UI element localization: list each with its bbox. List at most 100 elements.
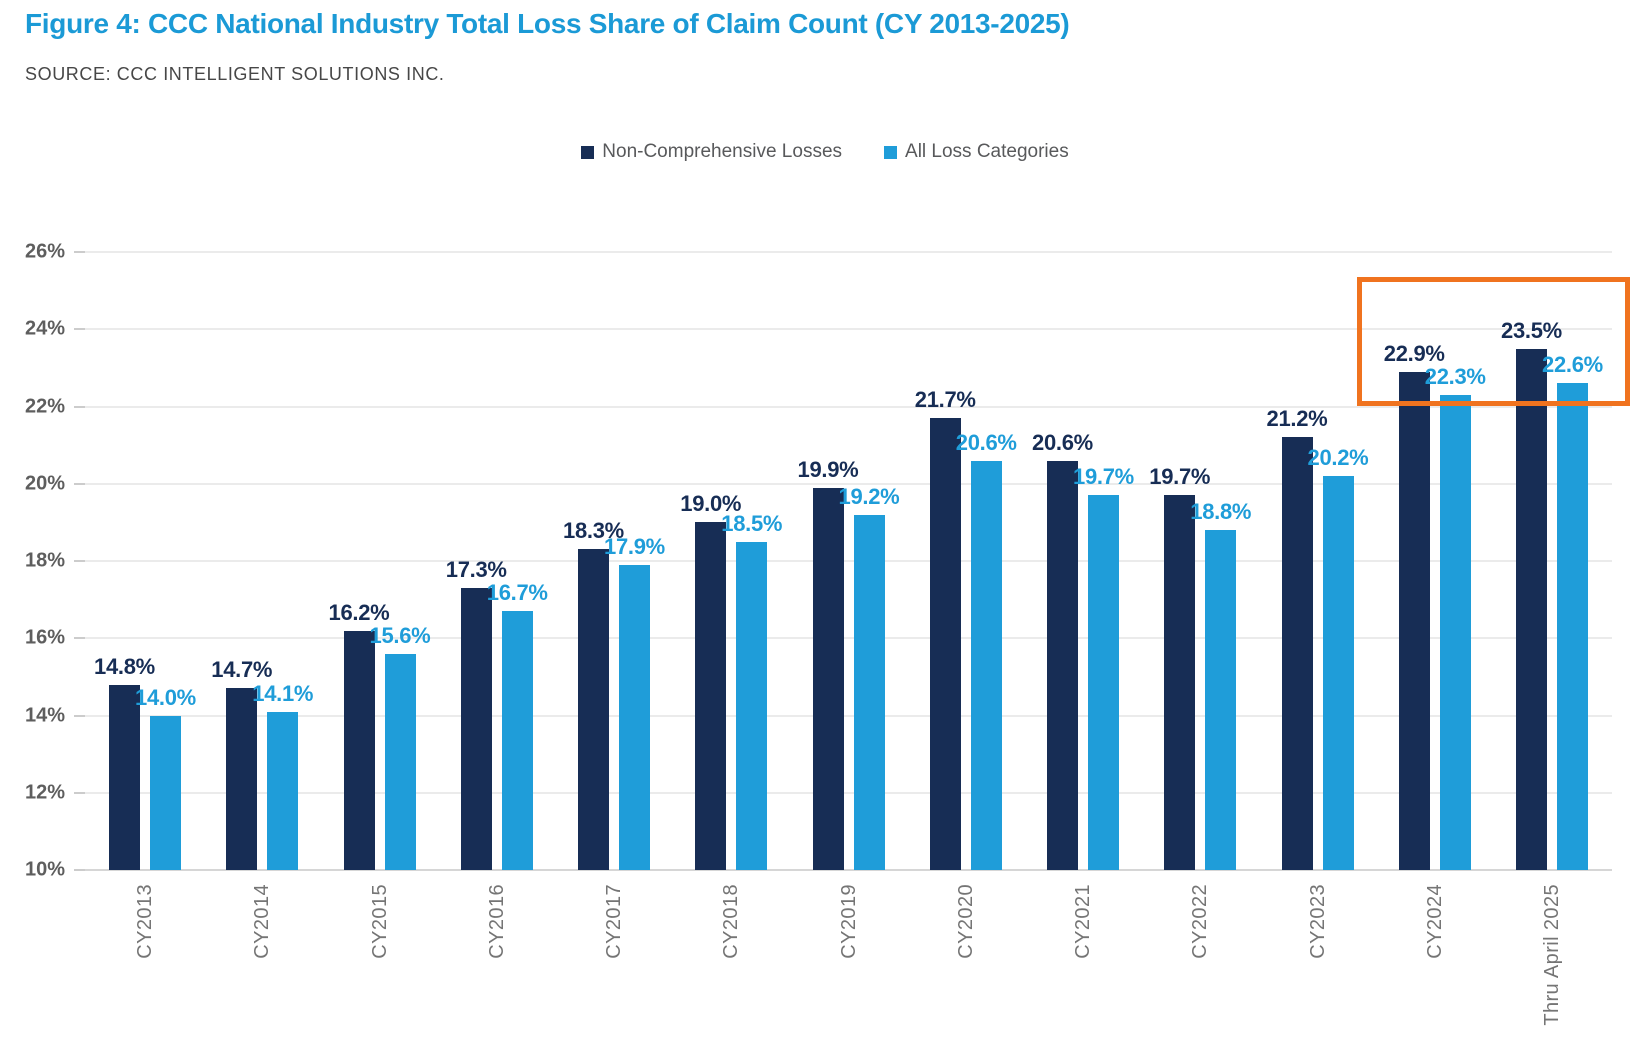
value-label: 22.9%: [1383, 340, 1445, 366]
grid-line: [85, 869, 1612, 871]
grid-line: [85, 714, 1612, 717]
bar-all-loss-cy2023: [1322, 476, 1354, 870]
plot-area: 26% 24% 22% 20% 18% 16% 14% 12% 10% 14.8% 14.0% CY2…: [25, 241, 1612, 1026]
value-label: 17.3%: [445, 557, 507, 583]
figure-title: Figure 4: CCC National Industry Total Lo…: [25, 8, 1070, 39]
x-tick-label: CY2022: [1189, 884, 1212, 959]
grid-line: [85, 251, 1612, 253]
y-tick-label: 22%: [24, 395, 65, 417]
bar-all-loss-cy2016: [501, 611, 533, 870]
y-tick-label: 14%: [24, 704, 65, 726]
x-tick-label: CY2023: [1306, 884, 1329, 959]
grid-line: [85, 637, 1612, 640]
bar-non-comprehensive-cy2020: [929, 418, 961, 870]
value-label: 22.3%: [1424, 363, 1486, 389]
y-axis-tick: [74, 637, 85, 640]
value-label: 19.0%: [680, 491, 742, 517]
value-label: 14.7%: [211, 657, 273, 683]
x-tick-label: CY2016: [485, 884, 508, 959]
y-tick-label: 18%: [24, 549, 65, 572]
y-tick-label: 10%: [24, 858, 65, 881]
y-tick-label: 20%: [24, 472, 65, 495]
value-label: 20.6%: [955, 429, 1017, 455]
value-label: 17.9%: [604, 533, 665, 559]
x-tick-label: CY2024: [1423, 884, 1446, 959]
bar-non-comprehensive-thru-april-2025: [1516, 348, 1547, 870]
y-axis-tick: [74, 251, 85, 253]
value-label: 18.8%: [1190, 499, 1252, 525]
value-label: 14.8%: [94, 653, 155, 679]
x-tick-label: CY2018: [720, 884, 743, 959]
bar-non-comprehensive-cy2024: [1398, 371, 1430, 870]
bar-all-loss-cy2017: [619, 564, 650, 870]
y-tick-label: 24%: [24, 317, 65, 340]
y-axis-tick: [74, 328, 85, 331]
bar-non-comprehensive-cy2023: [1281, 437, 1313, 870]
bar-non-comprehensive-cy2018: [695, 522, 727, 870]
value-label: 18.3%: [563, 518, 624, 544]
value-label: 15.6%: [369, 622, 431, 648]
y-tick-label: 16%: [24, 626, 65, 649]
value-label: 18.5%: [721, 510, 783, 536]
bar-non-comprehensive-cy2013: [109, 684, 140, 870]
value-label: 16.2%: [328, 599, 390, 625]
bar-group-cy2017: 18.3% 17.9% CY2017: [563, 252, 665, 958]
grid-line: [85, 328, 1612, 331]
bar-all-loss-cy2020: [970, 460, 1002, 870]
bar-all-loss-thru-april-2025: [1557, 383, 1588, 870]
bar-all-loss-cy2022: [1205, 530, 1237, 870]
value-label: 21.2%: [1266, 406, 1328, 432]
legend-label-all-loss-categories: All Loss Categories: [905, 141, 1069, 162]
legend-item-non-comprehensive-losses: Non-Comprehensive Losses: [581, 141, 842, 163]
x-tick-label: CY2013: [134, 884, 156, 959]
x-tick-label: CY2019: [837, 884, 860, 959]
bar-all-loss-cy2024: [1439, 394, 1471, 870]
bar-non-comprehensive-cy2017: [578, 549, 609, 870]
value-label: 16.7%: [486, 580, 548, 606]
grid-line: [85, 405, 1612, 408]
bar-non-comprehensive-cy2014: [226, 688, 258, 870]
bar-group-cy2015: 16.2% 15.6% CY2015: [329, 252, 431, 959]
bar-all-loss-cy2015: [384, 653, 416, 870]
x-tick-label: CY2021: [1072, 884, 1094, 959]
bar-all-loss-cy2013: [150, 715, 181, 870]
bar-non-comprehensive-cy2015: [343, 630, 375, 870]
figure-source: SOURCE: CCC INTELLIGENT SOLUTIONS INC.: [25, 64, 445, 84]
x-tick-label: CY2017: [603, 884, 625, 959]
value-label: 14.0%: [135, 684, 196, 710]
x-tick-label: Thru April 2025: [1541, 884, 1563, 1026]
y-tick-label: 12%: [24, 781, 65, 804]
value-label: 14.1%: [252, 680, 314, 706]
x-tick-label: CY2020: [954, 884, 977, 959]
bar-all-loss-cy2018: [736, 541, 768, 870]
y-axis-tick: [74, 869, 85, 871]
value-label: 20.2%: [1307, 445, 1369, 471]
bar-group-cy2021: 20.6% 19.7% CY2021: [1032, 252, 1134, 959]
value-label: 19.7%: [1149, 464, 1211, 490]
bar-group-thru-april-2025: 23.5% 22.6% Thru April 2025: [1501, 252, 1603, 1026]
value-label: 22.6%: [1542, 352, 1603, 378]
bar-non-comprehensive-cy2022: [1164, 495, 1196, 870]
y-axis-tick: [74, 482, 85, 485]
value-label: 19.2%: [838, 483, 900, 509]
grid-line: [85, 560, 1612, 562]
bar-group-cy2022: 19.7% 18.8% CY2022: [1149, 252, 1251, 958]
bar-group-cy2023: 21.2% 20.2% CY2023: [1267, 252, 1369, 958]
y-axis-tick: [74, 714, 85, 717]
bar-group-cy2020: 21.7% 20.6% CY2020: [915, 252, 1017, 959]
bar-non-comprehensive-cy2016: [460, 588, 492, 870]
bar-all-loss-cy2021: [1088, 495, 1119, 870]
y-axis-tick: [74, 560, 85, 562]
grid-line: [85, 482, 1612, 485]
value-label: 20.6%: [1032, 429, 1093, 455]
bar-all-loss-cy2019: [853, 514, 885, 870]
y-tick-label: 26%: [24, 240, 65, 263]
bar-group-cy2013: 14.8% 14.0% CY2013: [94, 252, 196, 959]
x-tick-label: CY2014: [251, 884, 274, 959]
value-label: 19.7%: [1073, 464, 1134, 490]
highlight-box: [1356, 277, 1630, 407]
bar-non-comprehensive-cy2019: [812, 487, 844, 870]
bar-group-cy2019: 19.9% 19.2% CY2019: [798, 252, 900, 959]
chart-legend: Non-Comprehensive Losses All Loss Catego…: [0, 141, 1650, 163]
y-axis-tick: [74, 405, 85, 408]
